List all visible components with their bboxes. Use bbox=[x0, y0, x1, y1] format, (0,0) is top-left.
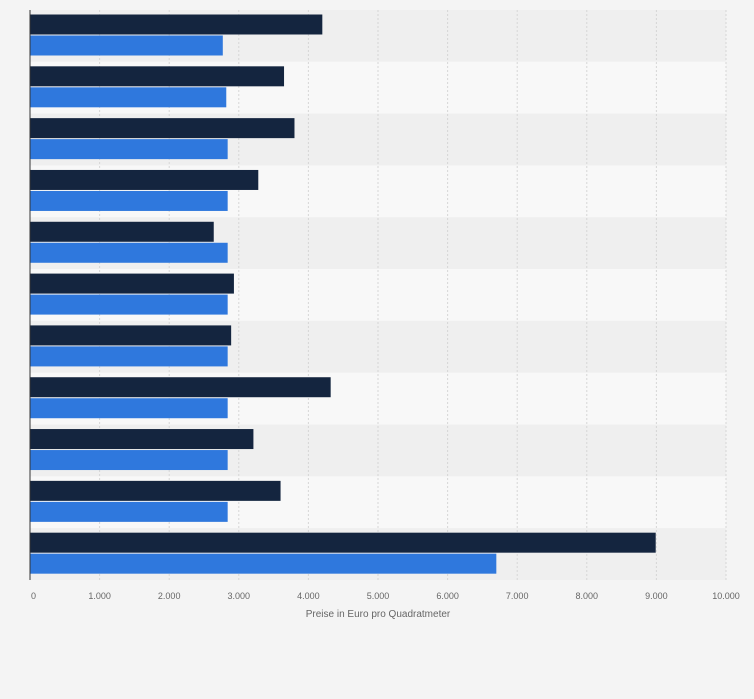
bar-series-1[interactable] bbox=[30, 480, 281, 501]
bar-series-2[interactable] bbox=[30, 35, 223, 56]
bar-series-1[interactable] bbox=[30, 377, 331, 398]
x-tick-label: 9.000 bbox=[645, 591, 668, 601]
bar-series-2[interactable] bbox=[30, 190, 228, 211]
x-tick-labels: 0 1.000 2.000 3.000 4.000 5.000 6.000 7.000 8.00… bbox=[31, 591, 740, 601]
x-tick-label: 10.000 bbox=[712, 591, 740, 601]
x-tick-label: 3.000 bbox=[228, 591, 251, 601]
x-tick-label: 8.000 bbox=[576, 591, 599, 601]
bar-series-2[interactable] bbox=[30, 398, 228, 419]
bar-series-1[interactable] bbox=[30, 532, 656, 553]
bar-series-1[interactable] bbox=[30, 118, 295, 139]
bar-series-1[interactable] bbox=[30, 66, 285, 87]
bar-series-2[interactable] bbox=[30, 450, 228, 471]
bar-series-1[interactable] bbox=[30, 325, 232, 346]
bar-series-1[interactable] bbox=[30, 273, 234, 294]
x-tick-label: 7.000 bbox=[506, 591, 529, 601]
x-tick-label: 0 bbox=[31, 591, 36, 601]
bars bbox=[30, 14, 656, 574]
bar-series-1[interactable] bbox=[30, 221, 214, 242]
bar-series-1[interactable] bbox=[30, 14, 323, 35]
x-tick-label: 6.000 bbox=[436, 591, 459, 601]
x-tick-label: 4.000 bbox=[297, 591, 320, 601]
x-tick-label: 1.000 bbox=[88, 591, 111, 601]
x-tick-label: 5.000 bbox=[367, 591, 390, 601]
bar-series-2[interactable] bbox=[30, 242, 228, 263]
bar-series-2[interactable] bbox=[30, 346, 228, 367]
bar-series-1[interactable] bbox=[30, 429, 254, 450]
bar-series-2[interactable] bbox=[30, 501, 228, 522]
bar-series-2[interactable] bbox=[30, 87, 227, 108]
x-tick-label: 2.000 bbox=[158, 591, 181, 601]
bar-series-1[interactable] bbox=[30, 169, 259, 190]
x-axis-title: Preise in Euro pro Quadratmeter bbox=[306, 609, 451, 620]
bar-series-2[interactable] bbox=[30, 294, 228, 315]
bar-series-2[interactable] bbox=[30, 139, 228, 160]
bar-series-2[interactable] bbox=[30, 553, 497, 574]
